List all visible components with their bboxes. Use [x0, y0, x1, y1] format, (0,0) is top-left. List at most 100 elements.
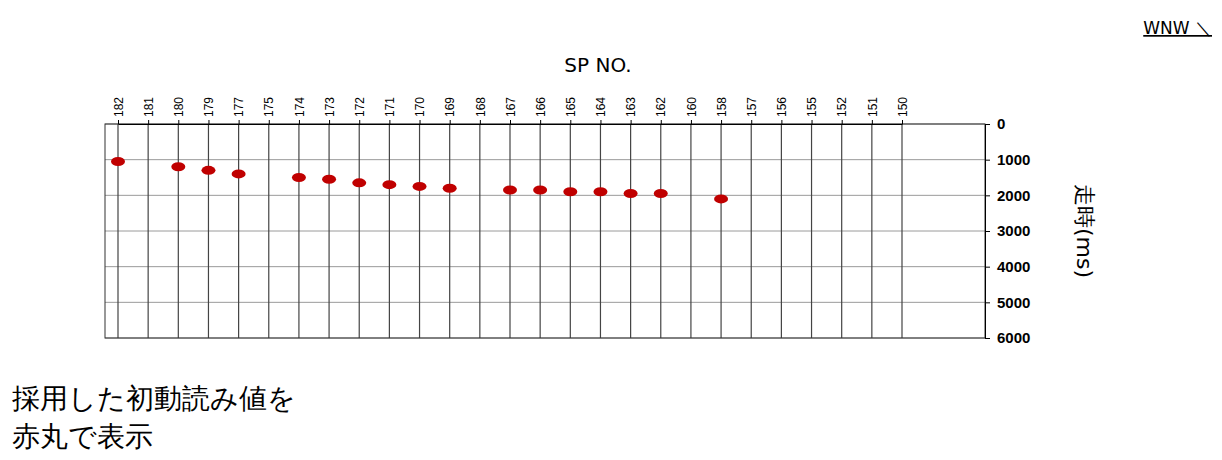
grid: [105, 124, 985, 338]
trace-line: [901, 124, 902, 338]
x-tick-mark: [269, 120, 270, 124]
trace-line: [268, 124, 269, 338]
x-tick-label: 179: [202, 97, 216, 117]
x-tick-label: 155: [805, 97, 819, 117]
x-tick-label: 177: [232, 97, 246, 117]
x-tick-mark: [329, 120, 330, 124]
y-tick-label: 3000: [997, 222, 1030, 239]
trace-line: [148, 124, 149, 338]
x-tick-label: 158: [715, 97, 729, 117]
x-tick: 151: [866, 97, 880, 124]
x-axis-title: SP NO.: [564, 53, 631, 77]
y-tick-mark: [985, 338, 990, 339]
grid-line: [105, 266, 985, 267]
x-tick-mark: [600, 120, 601, 124]
x-tick-label: 169: [443, 97, 457, 117]
first-arrival: [232, 169, 246, 178]
x-tick: 169: [443, 97, 457, 124]
first-arrival: [382, 180, 396, 189]
x-tick: 180: [172, 97, 186, 124]
x-tick-mark: [359, 120, 360, 124]
plot-frame: [105, 124, 985, 338]
first-arrival: [413, 182, 427, 191]
trace-line: [660, 124, 661, 338]
x-tick: 182: [112, 97, 126, 124]
y-tick-mark: [985, 124, 990, 125]
x-tick-label: 166: [534, 97, 548, 117]
annotation: WNW ＼: [1143, 18, 1212, 38]
x-tick-mark: [510, 120, 511, 124]
x-tick-label: 167: [504, 97, 518, 117]
y-tick: 2000: [985, 187, 1030, 204]
trace-line: [540, 124, 541, 338]
x-tick: 164: [594, 97, 608, 124]
x-tick-mark: [389, 120, 390, 124]
grid-line: [105, 195, 985, 196]
y-tick-label: 5000: [997, 294, 1030, 311]
y-tick-label: 6000: [997, 329, 1030, 346]
x-tick-mark: [178, 120, 179, 124]
y-tick-label: 1000: [997, 151, 1030, 168]
x-tick: 158: [715, 97, 729, 124]
first-arrival: [292, 173, 306, 182]
y-axis: 0 1000 2000 3000 4000 5000 6000: [985, 115, 1030, 346]
y-tick-label: 0: [997, 115, 1005, 132]
x-tick-label: 152: [835, 97, 849, 117]
x-tick: 174: [293, 97, 307, 124]
x-tick-label: 157: [745, 97, 759, 117]
y-tick: 5000: [985, 294, 1030, 311]
x-tick-label: 172: [353, 97, 367, 117]
x-tick-mark: [118, 120, 119, 124]
first-arrival: [111, 157, 125, 166]
annotation: 赤丸で表示: [12, 420, 153, 453]
trace-line: [238, 124, 239, 338]
x-tick: 162: [654, 97, 668, 124]
x-tick-label: 156: [775, 97, 789, 117]
trace-line: [419, 124, 420, 338]
x-tick: 165: [564, 97, 578, 124]
trace-line: [208, 124, 209, 338]
x-tick-mark: [148, 120, 149, 124]
x-tick-label: 170: [413, 97, 427, 117]
x-tick: 177: [232, 97, 246, 124]
y-tick: 4000: [985, 258, 1030, 275]
x-tick: 166: [534, 97, 548, 124]
trace-line: [570, 124, 571, 338]
x-tick: 172: [353, 97, 367, 124]
chart: 1821811801791771751741731721711701691681…: [0, 0, 1222, 460]
first-arrival: [171, 162, 185, 171]
x-tick-label: 151: [866, 97, 880, 117]
x-tick-mark: [661, 120, 662, 124]
y-tick-mark: [985, 195, 990, 196]
x-tick: 170: [413, 97, 427, 124]
x-tick-mark: [420, 120, 421, 124]
x-tick: 156: [775, 97, 789, 124]
x-tick: 179: [202, 97, 216, 124]
y-tick: 0: [985, 115, 1005, 132]
y-tick: 3000: [985, 222, 1030, 239]
x-tick-mark: [721, 120, 722, 124]
x-tick: 157: [745, 97, 759, 124]
x-tick-label: 174: [293, 97, 307, 117]
x-tick: 150: [896, 97, 910, 124]
x-tick-label: 160: [685, 97, 699, 117]
x-tick-mark: [812, 120, 813, 124]
x-tick-mark: [570, 120, 571, 124]
trace-line: [781, 124, 782, 338]
x-tick-mark: [902, 120, 903, 124]
first-arrival: [443, 184, 457, 193]
x-tick: 181: [142, 97, 156, 124]
trace-line: [509, 124, 510, 338]
x-tick-label: 181: [142, 97, 156, 117]
trace-line: [720, 124, 721, 338]
x-tick: 168: [474, 97, 488, 124]
points: [111, 157, 728, 203]
x-tick-label: 168: [474, 97, 488, 117]
grid-line: [105, 302, 985, 303]
y-tick: 6000: [985, 329, 1030, 346]
trace-line: [117, 124, 118, 338]
y-tick-label: 2000: [997, 187, 1030, 204]
trace-line: [751, 124, 752, 338]
y-tick-mark: [985, 160, 990, 161]
trace-line: [600, 124, 601, 338]
